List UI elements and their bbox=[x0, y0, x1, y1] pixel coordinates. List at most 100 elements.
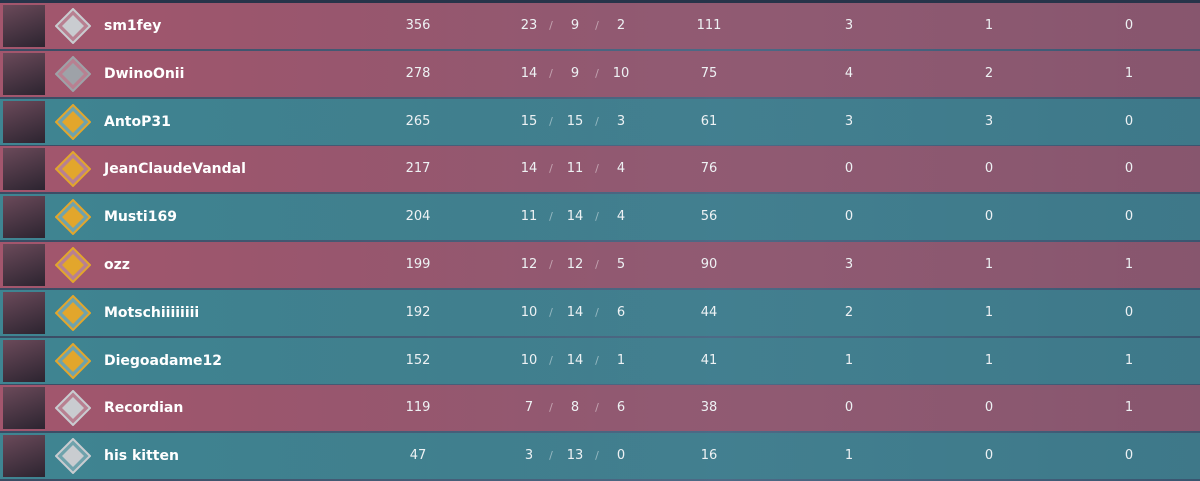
stat-assists: 6 bbox=[616, 304, 626, 320]
player-name: sm1fey bbox=[104, 18, 162, 34]
stat-defuses: 0 bbox=[1124, 18, 1134, 33]
stat-assists: 6 bbox=[616, 400, 626, 416]
stat-deaths: 14 bbox=[566, 209, 584, 225]
player-name: Recordian bbox=[104, 400, 184, 417]
stat-first-bloods: 1 bbox=[844, 448, 854, 464]
kda-separator: / bbox=[549, 401, 553, 415]
kda-separator: / bbox=[595, 66, 599, 80]
stat-score: 278 bbox=[405, 65, 431, 81]
stat-econ: 16 bbox=[700, 448, 718, 464]
player-row: Recordian 119 7 8 6 38 0 0 1 / / bbox=[0, 385, 1200, 432]
stat-plants: 0 bbox=[984, 400, 994, 416]
stat-score: 47 bbox=[409, 448, 427, 464]
rank-icon bbox=[55, 103, 91, 140]
stat-plants: 1 bbox=[984, 18, 994, 33]
stat-assists: 5 bbox=[616, 257, 626, 272]
rank-icon bbox=[55, 8, 91, 44]
stat-deaths: 11 bbox=[566, 161, 584, 177]
stat-plants: 1 bbox=[984, 352, 994, 368]
stat-assists: 3 bbox=[616, 113, 626, 129]
kda-separator: / bbox=[549, 210, 553, 224]
stat-first-bloods: 3 bbox=[844, 257, 854, 272]
stat-first-bloods: 4 bbox=[844, 65, 854, 81]
player-name: his kitten bbox=[104, 448, 179, 465]
stat-deaths: 12 bbox=[566, 257, 584, 272]
rank-icon bbox=[55, 342, 91, 379]
agent-avatar bbox=[3, 100, 45, 143]
player-name: Musti169 bbox=[104, 209, 177, 226]
player-row: sm1fey 356 23 9 2 111 3 1 0 / / bbox=[0, 3, 1200, 49]
stat-score: 204 bbox=[405, 209, 431, 225]
kda-separator: / bbox=[549, 19, 553, 32]
rank-icon bbox=[55, 151, 91, 188]
stat-econ: 90 bbox=[700, 257, 718, 272]
stat-kills: 7 bbox=[524, 400, 534, 416]
stat-plants: 2 bbox=[984, 65, 994, 81]
stat-defuses: 1 bbox=[1124, 65, 1134, 81]
kda-separator: / bbox=[549, 305, 553, 319]
stat-plants: 0 bbox=[984, 209, 994, 225]
stat-deaths: 15 bbox=[566, 113, 584, 129]
agent-avatar bbox=[3, 52, 45, 95]
player-row: AntoP31 265 15 15 3 61 3 3 0 / / bbox=[0, 98, 1200, 145]
agent-avatar bbox=[3, 387, 45, 430]
stat-plants: 1 bbox=[984, 257, 994, 272]
stat-plants: 0 bbox=[984, 448, 994, 464]
stat-score: 152 bbox=[405, 352, 431, 368]
stat-defuses: 1 bbox=[1124, 352, 1134, 368]
kda-separator: / bbox=[595, 210, 599, 224]
stat-kills: 3 bbox=[524, 448, 534, 464]
stat-assists: 0 bbox=[616, 448, 626, 464]
stat-plants: 1 bbox=[984, 304, 994, 320]
stat-econ: 76 bbox=[700, 161, 718, 177]
stat-kills: 15 bbox=[520, 113, 538, 129]
rank-icon bbox=[55, 247, 91, 283]
player-row: ozz 199 12 12 5 90 3 1 1 / / bbox=[0, 242, 1200, 288]
stat-deaths: 9 bbox=[570, 18, 580, 33]
stat-econ: 61 bbox=[700, 113, 718, 129]
stat-defuses: 1 bbox=[1124, 400, 1134, 416]
agent-avatar bbox=[3, 339, 45, 382]
stat-score: 119 bbox=[405, 400, 431, 416]
player-name: Diegoadame12 bbox=[104, 352, 223, 369]
stat-assists: 4 bbox=[616, 161, 626, 177]
player-row: his kitten 47 3 13 0 16 1 0 0 / / bbox=[0, 433, 1200, 480]
stat-deaths: 13 bbox=[566, 448, 584, 464]
player-name: DwinoOnii bbox=[104, 65, 185, 82]
stat-score: 199 bbox=[405, 257, 431, 272]
stat-defuses: 0 bbox=[1124, 113, 1134, 129]
kda-separator: / bbox=[595, 353, 599, 367]
stat-deaths: 14 bbox=[566, 304, 584, 320]
stat-deaths: 14 bbox=[566, 352, 584, 368]
rank-icon bbox=[55, 294, 91, 331]
player-row: DwinoOnii 278 14 9 10 75 4 2 1 / / bbox=[0, 50, 1200, 97]
stat-assists: 10 bbox=[612, 65, 630, 81]
stat-assists: 1 bbox=[616, 352, 626, 368]
stat-econ: 44 bbox=[700, 304, 718, 320]
agent-avatar bbox=[3, 244, 45, 286]
stat-kills: 11 bbox=[520, 209, 538, 225]
stat-deaths: 9 bbox=[570, 65, 580, 81]
stat-plants: 3 bbox=[984, 113, 994, 129]
stat-plants: 0 bbox=[984, 161, 994, 177]
kda-separator: / bbox=[549, 258, 553, 271]
stat-score: 265 bbox=[405, 113, 431, 129]
player-name: JeanClaudeVandal bbox=[104, 161, 246, 178]
header-strip bbox=[0, 0, 1200, 3]
stat-defuses: 0 bbox=[1124, 161, 1134, 177]
stat-score: 192 bbox=[405, 304, 431, 320]
stat-defuses: 0 bbox=[1124, 448, 1134, 464]
kda-separator: / bbox=[549, 114, 553, 128]
player-row: Motschiiiiiiii 192 10 14 6 44 2 1 0// bbox=[0, 289, 1200, 336]
kda-separator: / bbox=[595, 305, 599, 319]
kda-separator: / bbox=[549, 162, 553, 176]
stat-kills: 23 bbox=[520, 18, 538, 33]
stat-defuses: 0 bbox=[1124, 209, 1134, 225]
player-row: JeanClaudeVandal 217 14 11 4 76 0 0 0 / / bbox=[0, 146, 1200, 193]
stat-score: 356 bbox=[405, 18, 431, 33]
agent-avatar bbox=[3, 196, 45, 239]
stat-kills: 12 bbox=[520, 257, 538, 272]
agent-avatar bbox=[3, 5, 45, 47]
rank-icon bbox=[55, 199, 91, 236]
